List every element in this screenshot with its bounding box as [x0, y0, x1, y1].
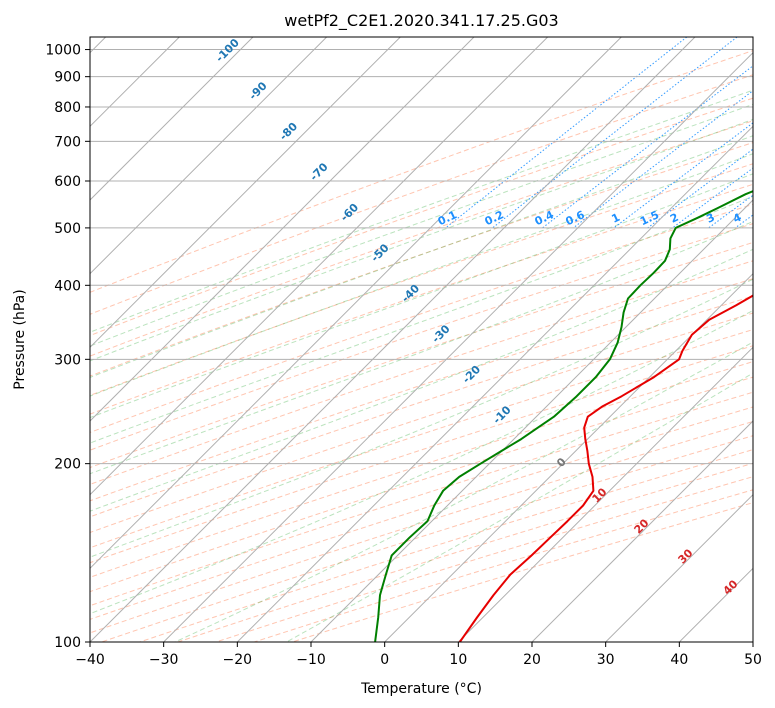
dry-adiabat: [90, 295, 753, 518]
dry-adiabat: [90, 241, 753, 469]
chart-title: wetPf2_C2E1.2020.341.17.25.G03: [284, 11, 558, 31]
mixing-ratio-label: 6: [770, 211, 775, 226]
isotherm-line: [752, 641, 753, 642]
x-tick-label: 40: [670, 652, 688, 668]
dry-adiabat: [90, 312, 753, 534]
isotherm-line: [531, 420, 753, 642]
y-axis-label: Pressure (hPa): [12, 289, 28, 389]
isotherm-line: [90, 37, 254, 201]
isotherm-line: [310, 199, 753, 642]
moist-adiabat: [90, 248, 753, 512]
isotherm-line: [90, 37, 401, 349]
y-tick-label: 400: [54, 278, 81, 294]
y-tick-label: 200: [54, 457, 81, 473]
isotherm-line: [236, 125, 753, 642]
x-tick-label: −40: [75, 652, 105, 668]
x-tick-label: −10: [296, 652, 326, 668]
dry-adiabat: [90, 50, 753, 293]
y-tick-label: 1000: [45, 43, 81, 59]
dewpoint-profile-line: [374, 190, 753, 642]
isotherm-line: [90, 37, 328, 275]
x-tick-label: 0: [380, 652, 389, 668]
dry-adiabat: [90, 278, 753, 502]
isotherm-line: [90, 37, 475, 422]
dry-adiabat: [90, 97, 753, 337]
dry-adiabat: [90, 376, 753, 593]
y-tick-label: 900: [54, 70, 81, 86]
dry-adiabat: [90, 345, 753, 564]
isotherm-line: [90, 37, 622, 570]
moist-adiabat: [90, 135, 753, 378]
x-tick-label: 20: [523, 652, 541, 668]
x-tick-label: −30: [149, 652, 179, 668]
mixing-ratio-line: [542, 65, 753, 229]
dry-adiabat: [90, 391, 753, 607]
x-tick-label: 30: [597, 652, 615, 668]
moist-adiabat: [90, 195, 753, 444]
isotherm-line: [90, 37, 549, 496]
y-tick-label: 600: [54, 174, 81, 190]
dry-adiabat: [90, 223, 753, 451]
isotherm-line: [457, 346, 753, 642]
x-tick-label: 50: [744, 652, 762, 668]
moist-adiabat: [173, 341, 753, 642]
y-tick-label: 100: [54, 635, 81, 651]
plot-frame: [89, 36, 754, 643]
mixing-ratio-line: [445, 37, 688, 229]
dry-adiabat: [90, 142, 753, 377]
dry-adiabat: [90, 163, 753, 396]
x-tick-label: 10: [449, 652, 467, 668]
mixing-ratio-line: [492, 37, 738, 229]
plot-background: [90, 37, 753, 642]
isotherm-line: [384, 272, 753, 642]
mixing-ratio-line: [672, 167, 753, 229]
y-tick-label: 700: [54, 134, 81, 150]
isotherm-line: [163, 51, 753, 642]
temperature-profile-line: [458, 294, 753, 642]
dry-adiabat: [90, 361, 753, 578]
y-tick-label: 500: [54, 221, 81, 237]
isotherm-line: [90, 37, 696, 642]
moist-adiabat: [90, 220, 753, 475]
dry-adiabat: [90, 329, 753, 549]
moist-adiabat: [90, 89, 753, 333]
y-tick-label: 300: [54, 352, 81, 368]
mixing-ratio-line: [613, 122, 753, 229]
isotherm-line: [605, 493, 753, 642]
x-axis-label: Temperature (°C): [360, 681, 482, 697]
moist-adiabat: [90, 153, 753, 397]
x-tick-label: −20: [223, 652, 253, 668]
y-tick-label: 800: [54, 100, 81, 116]
